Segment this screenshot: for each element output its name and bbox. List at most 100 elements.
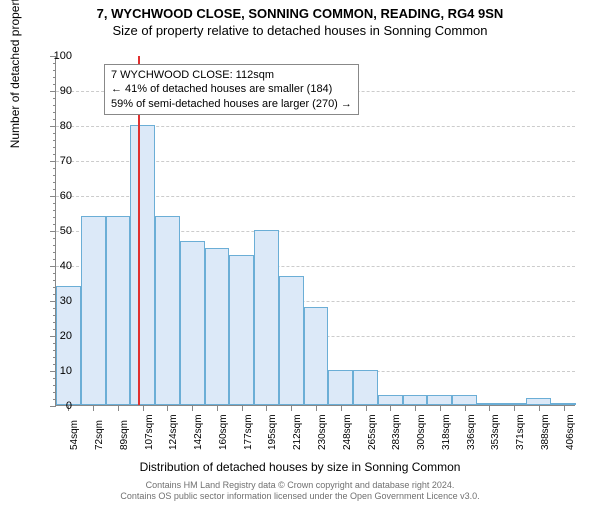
x-tick	[217, 405, 218, 411]
y-tick-label: 0	[66, 400, 72, 412]
x-axis-title: Distribution of detached houses by size …	[0, 460, 600, 474]
y-tick-label: 60	[60, 190, 72, 202]
x-tick-label: 212sqm	[292, 414, 303, 450]
x-tick-label: 195sqm	[267, 414, 278, 450]
x-tick	[266, 405, 267, 411]
x-tick-label: 265sqm	[367, 414, 378, 450]
y-minor-tick	[53, 238, 56, 239]
x-tick-label: 230sqm	[317, 414, 328, 450]
x-tick	[415, 405, 416, 411]
x-tick-label: 248sqm	[342, 414, 353, 450]
histogram-bar	[155, 216, 180, 405]
info-line-2: ← 41% of detached houses are smaller (18…	[111, 82, 352, 96]
x-tick	[514, 405, 515, 411]
y-minor-tick	[53, 77, 56, 78]
histogram-bar	[229, 255, 254, 406]
y-tick	[50, 126, 56, 127]
y-minor-tick	[53, 119, 56, 120]
x-tick-label: 388sqm	[540, 414, 551, 450]
x-tick-label: 336sqm	[466, 414, 477, 450]
y-tick-label: 10	[60, 365, 72, 377]
y-minor-tick	[53, 70, 56, 71]
x-tick-label: 406sqm	[565, 414, 576, 450]
y-tick	[50, 406, 56, 407]
y-tick-label: 20	[60, 330, 72, 342]
info-box: 7 WYCHWOOD CLOSE: 112sqm ← 41% of detach…	[104, 64, 359, 115]
y-minor-tick	[53, 140, 56, 141]
x-tick	[167, 405, 168, 411]
histogram-bar	[205, 248, 230, 406]
y-tick-label: 50	[60, 225, 72, 237]
y-minor-tick	[53, 98, 56, 99]
y-tick-label: 30	[60, 295, 72, 307]
x-tick	[564, 405, 565, 411]
plot-area: 7 WYCHWOOD CLOSE: 112sqm ← 41% of detach…	[55, 56, 575, 406]
x-tick	[118, 405, 119, 411]
histogram-bar	[452, 395, 477, 406]
histogram-bar	[81, 216, 106, 405]
x-tick	[440, 405, 441, 411]
y-minor-tick	[53, 112, 56, 113]
y-minor-tick	[53, 147, 56, 148]
y-minor-tick	[53, 245, 56, 246]
x-tick	[539, 405, 540, 411]
x-tick-label: 371sqm	[515, 414, 526, 450]
x-tick-label: 72sqm	[94, 420, 105, 450]
x-tick-label: 54sqm	[69, 420, 80, 450]
y-minor-tick	[53, 273, 56, 274]
histogram-bar	[526, 398, 551, 405]
histogram-bar	[130, 125, 155, 405]
x-tick	[242, 405, 243, 411]
histogram-bar	[328, 370, 353, 405]
y-tick-label: 80	[60, 120, 72, 132]
x-tick	[366, 405, 367, 411]
y-tick	[50, 196, 56, 197]
y-minor-tick	[53, 168, 56, 169]
y-minor-tick	[53, 182, 56, 183]
y-tick	[50, 91, 56, 92]
histogram-bar	[353, 370, 378, 405]
x-tick-label: 177sqm	[243, 414, 254, 450]
x-tick	[316, 405, 317, 411]
histogram-bar	[378, 395, 403, 406]
x-tick-label: 107sqm	[144, 414, 155, 450]
y-minor-tick	[53, 280, 56, 281]
y-minor-tick	[53, 105, 56, 106]
y-minor-tick	[53, 189, 56, 190]
x-tick	[341, 405, 342, 411]
histogram-bar	[427, 395, 452, 406]
y-minor-tick	[53, 154, 56, 155]
y-minor-tick	[53, 133, 56, 134]
histogram-bar	[403, 395, 428, 406]
info-line-1: 7 WYCHWOOD CLOSE: 112sqm	[111, 68, 352, 82]
chart-title-sub: Size of property relative to detached ho…	[0, 23, 600, 38]
x-tick	[291, 405, 292, 411]
y-tick	[50, 266, 56, 267]
y-minor-tick	[53, 84, 56, 85]
x-tick	[143, 405, 144, 411]
y-minor-tick	[53, 203, 56, 204]
x-tick-label: 283sqm	[391, 414, 402, 450]
y-axis-title: Number of detached properties	[8, 0, 22, 148]
footer-line-2: Contains OS public sector information li…	[0, 491, 600, 502]
histogram-bar	[279, 276, 304, 406]
x-tick-label: 300sqm	[416, 414, 427, 450]
x-tick	[390, 405, 391, 411]
y-minor-tick	[53, 217, 56, 218]
x-tick	[489, 405, 490, 411]
x-tick	[192, 405, 193, 411]
x-tick-label: 318sqm	[441, 414, 452, 450]
y-tick-label: 40	[60, 260, 72, 272]
histogram-bar	[254, 230, 279, 405]
y-tick-label: 70	[60, 155, 72, 167]
histogram-bar	[106, 216, 131, 405]
y-tick	[50, 231, 56, 232]
y-minor-tick	[53, 224, 56, 225]
y-tick-label: 90	[60, 85, 72, 97]
y-minor-tick	[53, 63, 56, 64]
y-tick-label: 100	[54, 50, 72, 62]
footer: Contains HM Land Registry data © Crown c…	[0, 480, 600, 502]
y-tick	[50, 161, 56, 162]
chart-title-main: 7, WYCHWOOD CLOSE, SONNING COMMON, READI…	[0, 6, 600, 21]
histogram-bar	[180, 241, 205, 406]
